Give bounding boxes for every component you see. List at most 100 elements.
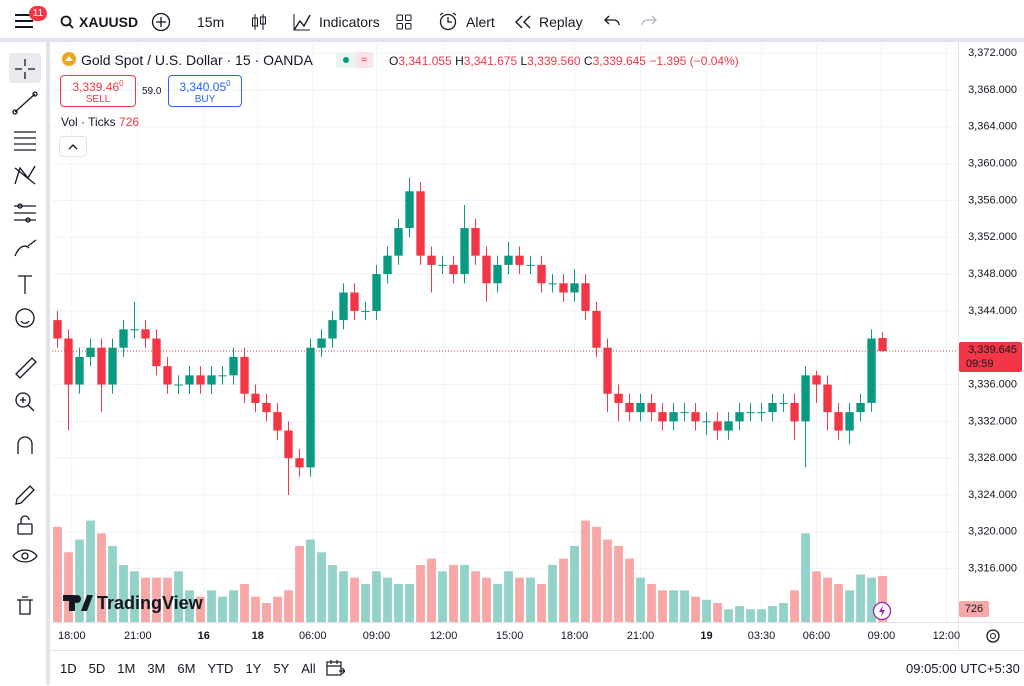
candle-body xyxy=(262,402,271,413)
candle-body xyxy=(295,458,304,468)
buy-button[interactable]: 3,340.050 BUY xyxy=(168,75,242,107)
volume-bar xyxy=(834,583,843,622)
range-button[interactable]: 6M xyxy=(177,661,196,676)
x-tick-label: 06:00 xyxy=(803,630,831,642)
candle-body xyxy=(559,283,568,293)
volume-bar xyxy=(746,609,755,622)
volume-bar xyxy=(119,564,128,622)
interval-button[interactable]: 15m xyxy=(197,14,225,30)
candle-body xyxy=(449,264,458,275)
news-flash-icon[interactable] xyxy=(872,601,892,621)
drawing-toolbar xyxy=(0,42,50,685)
y-tick-label: 3,348.000 xyxy=(968,268,1017,280)
clock[interactable]: 09:05:00 UTC+5:30 xyxy=(906,661,1020,676)
layouts-button[interactable] xyxy=(396,14,412,30)
alert-icon xyxy=(439,12,457,31)
volume-tag xyxy=(959,600,989,617)
candle-body xyxy=(636,402,645,413)
volume-bar xyxy=(823,577,832,622)
candle-body xyxy=(779,402,788,404)
range-button[interactable]: All xyxy=(301,661,316,676)
undo-button[interactable] xyxy=(604,15,620,27)
range-button[interactable]: 1M xyxy=(117,661,136,676)
candle-body xyxy=(658,412,667,422)
candle-body xyxy=(405,191,414,229)
volume-bar xyxy=(207,590,216,622)
ohlc-legend: O3,341.055 H3,341.675 L3,339.560 C3,339.… xyxy=(389,54,739,68)
ohlc-value: 3,341.675 xyxy=(463,54,518,68)
compare-button[interactable] xyxy=(151,12,171,32)
candle-body xyxy=(680,412,689,414)
range-button[interactable]: YTD xyxy=(207,661,234,676)
x-tick-label: 15:00 xyxy=(496,630,524,642)
volume-bar xyxy=(504,571,513,622)
candle-body xyxy=(273,412,282,431)
settings-button[interactable] xyxy=(985,628,1001,644)
candle-body xyxy=(317,338,326,348)
price-tag-label: 3,339.645 xyxy=(968,344,1017,356)
collapse-legend-button[interactable] xyxy=(59,136,87,157)
range-button[interactable]: 5Y xyxy=(273,661,290,676)
candle-body xyxy=(790,402,799,422)
volume-bar xyxy=(867,577,876,622)
volume-bar xyxy=(262,602,271,622)
indicators-button[interactable]: Indicators xyxy=(319,14,380,30)
range-button[interactable]: 3M xyxy=(147,661,166,676)
volume-bar xyxy=(141,577,150,622)
volume-bar xyxy=(185,590,194,622)
replay-button[interactable]: Replay xyxy=(539,14,583,30)
candle-body xyxy=(768,402,777,413)
candle-body xyxy=(856,402,865,413)
sell-price: 3,339.46 xyxy=(72,80,120,94)
volume-bar xyxy=(196,596,205,622)
volume-bar xyxy=(856,574,865,622)
search-icon xyxy=(60,15,74,29)
symbol-search[interactable]: XAUUSD xyxy=(79,14,139,30)
symbol-title: Gold Spot / U.S. Dollar · 15 · OANDA xyxy=(81,52,313,68)
candle-body xyxy=(878,338,887,351)
notification-badge[interactable]: 11 xyxy=(29,6,47,21)
volume-bar xyxy=(702,599,711,622)
candle-body xyxy=(581,283,590,311)
volume-bar xyxy=(97,533,106,622)
candle-body xyxy=(724,421,733,431)
candle-body xyxy=(196,375,205,385)
candle-body xyxy=(669,412,678,422)
range-button[interactable]: 1D xyxy=(60,661,77,676)
x-tick-label: 21:00 xyxy=(124,630,152,642)
candle-body xyxy=(471,228,480,256)
buy-price-sup: 0 xyxy=(226,79,231,88)
volume-bar xyxy=(493,583,502,622)
market-status[interactable]: ≈ xyxy=(336,52,374,68)
x-tick-label: 16 xyxy=(198,630,210,642)
candle-body xyxy=(416,191,425,256)
volume-bar xyxy=(449,564,458,622)
volume-bar xyxy=(229,590,238,622)
volume-bar xyxy=(64,552,73,622)
candle-body xyxy=(372,274,381,311)
sell-button[interactable]: 3,339.460 SELL xyxy=(60,75,136,107)
candle-body xyxy=(746,412,755,414)
candle-body xyxy=(460,228,469,275)
change-value: −1.395 (−0.04%) xyxy=(649,54,739,68)
y-tick-label: 3,332.000 xyxy=(968,415,1017,427)
ohlc-key: H xyxy=(455,54,464,68)
x-tick-label: 19 xyxy=(700,630,712,642)
range-button[interactable]: 5D xyxy=(88,661,106,676)
volume-bar xyxy=(328,564,337,622)
volume-bar xyxy=(306,539,315,622)
candle-body xyxy=(174,384,183,386)
candle-body xyxy=(130,329,139,331)
volume-bar xyxy=(482,577,491,622)
range-button[interactable]: 1Y xyxy=(245,661,262,676)
volume-bar xyxy=(130,571,139,622)
candle-body xyxy=(691,412,700,422)
volume-bar xyxy=(878,575,887,622)
chart-type-button[interactable] xyxy=(250,12,268,32)
alert-button[interactable]: Alert xyxy=(466,14,495,30)
goto-date-button[interactable] xyxy=(325,659,345,677)
volume-bar xyxy=(361,583,370,622)
redo-button[interactable] xyxy=(641,15,657,27)
volume-bar xyxy=(614,545,623,622)
candle-body xyxy=(350,292,359,311)
